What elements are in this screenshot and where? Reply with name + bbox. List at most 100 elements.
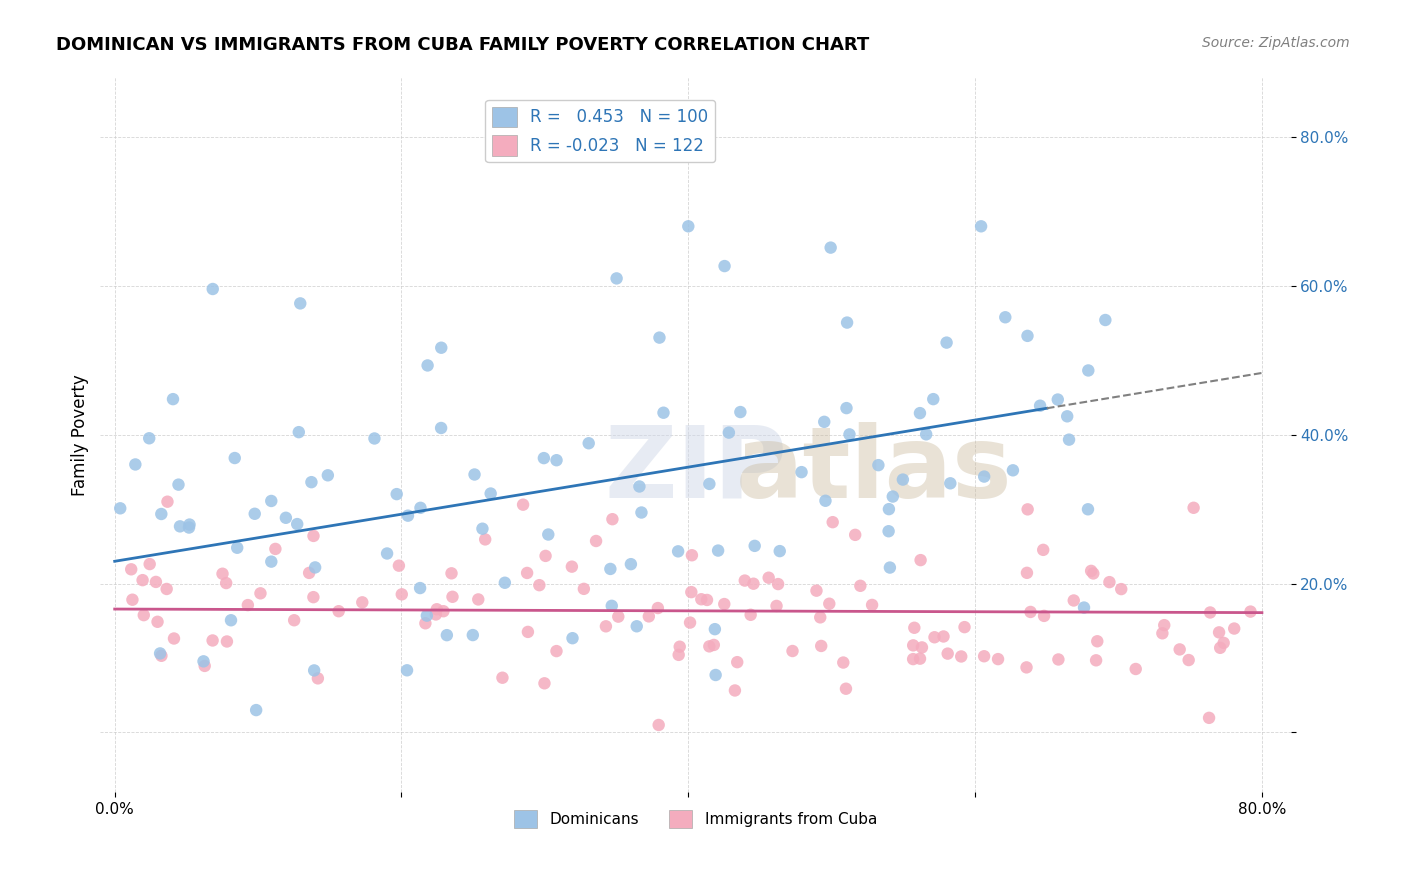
Point [260,555,283,569]
Point [690,592,713,607]
Point [910,553,932,567]
Point [970,219,993,234]
Point [1152,626,1174,640]
Point [681,585,703,599]
Point [150,507,173,521]
Point [699,640,721,654]
Point [814,493,837,508]
Point [215,576,238,591]
Point [243,507,266,521]
Point [734,574,756,588]
Point [626,619,648,633]
Point [936,647,959,661]
Point [121,592,143,607]
Text: DOMINICAN VS IMMIGRANTS FROM CUBA FAMILY POVERTY CORRELATION CHART: DOMINICAN VS IMMIGRANTS FROM CUBA FAMILY… [56,36,869,54]
Point [516,624,538,639]
Point [939,476,962,491]
Point [302,664,325,678]
Point [717,425,740,440]
Point [1057,433,1080,447]
Point [678,219,700,234]
Point [1085,653,1108,667]
Point [1168,642,1191,657]
Point [818,597,841,611]
Point [561,631,583,645]
Point [703,638,725,652]
Point [167,477,190,491]
Point [224,450,246,465]
Point [1098,575,1121,590]
Point [1182,500,1205,515]
Point [628,479,651,493]
Point [877,502,900,516]
Point [1015,566,1038,580]
Point [416,359,439,373]
Point [820,241,842,255]
Point [201,282,224,296]
Point [790,465,813,479]
Point [425,607,447,622]
Point [546,453,568,467]
Point [283,613,305,627]
Point [1077,363,1099,377]
Text: Source: ZipAtlas.com: Source: ZipAtlas.com [1202,36,1350,50]
Point [211,566,233,581]
Point [150,648,173,663]
Y-axis label: Family Poverty: Family Poverty [72,374,89,496]
Point [533,676,555,690]
Point [546,644,568,658]
Point [290,296,312,310]
Point [606,271,628,285]
Point [595,619,617,633]
Point [219,613,242,627]
Point [1199,606,1222,620]
Point [432,604,454,618]
Point [740,607,762,622]
Point [935,335,957,350]
Point [703,622,725,636]
Point [1212,636,1234,650]
Point [302,590,325,604]
Point [1198,711,1220,725]
Point [1077,502,1099,516]
Point [430,421,453,435]
Point [131,573,153,587]
Point [179,517,201,532]
Point [537,527,560,541]
Point [813,415,835,429]
Point [652,406,675,420]
Point [868,458,890,472]
Point [765,599,787,613]
Point [1033,608,1056,623]
Point [877,524,900,539]
Point [953,620,976,634]
Point [599,562,621,576]
Point [177,520,200,534]
Point [860,598,883,612]
Point [1085,634,1108,648]
Point [903,621,925,635]
Point [298,566,321,580]
Point [169,519,191,533]
Point [304,560,326,574]
Point [950,649,973,664]
Point [666,544,689,558]
Point [1015,660,1038,674]
Point [879,560,901,574]
Point [395,663,418,677]
Point [316,468,339,483]
Point [260,494,283,508]
Point [388,558,411,573]
Point [901,652,924,666]
Point [274,510,297,524]
Point [1017,329,1039,343]
Point [352,595,374,609]
Legend: Dominicans, Immigrants from Cuba: Dominicans, Immigrants from Cuba [508,804,883,834]
Point [426,602,449,616]
Point [299,475,322,490]
Point [901,639,924,653]
Point [120,562,142,576]
Point [156,582,179,596]
Point [730,405,752,419]
Point [145,574,167,589]
